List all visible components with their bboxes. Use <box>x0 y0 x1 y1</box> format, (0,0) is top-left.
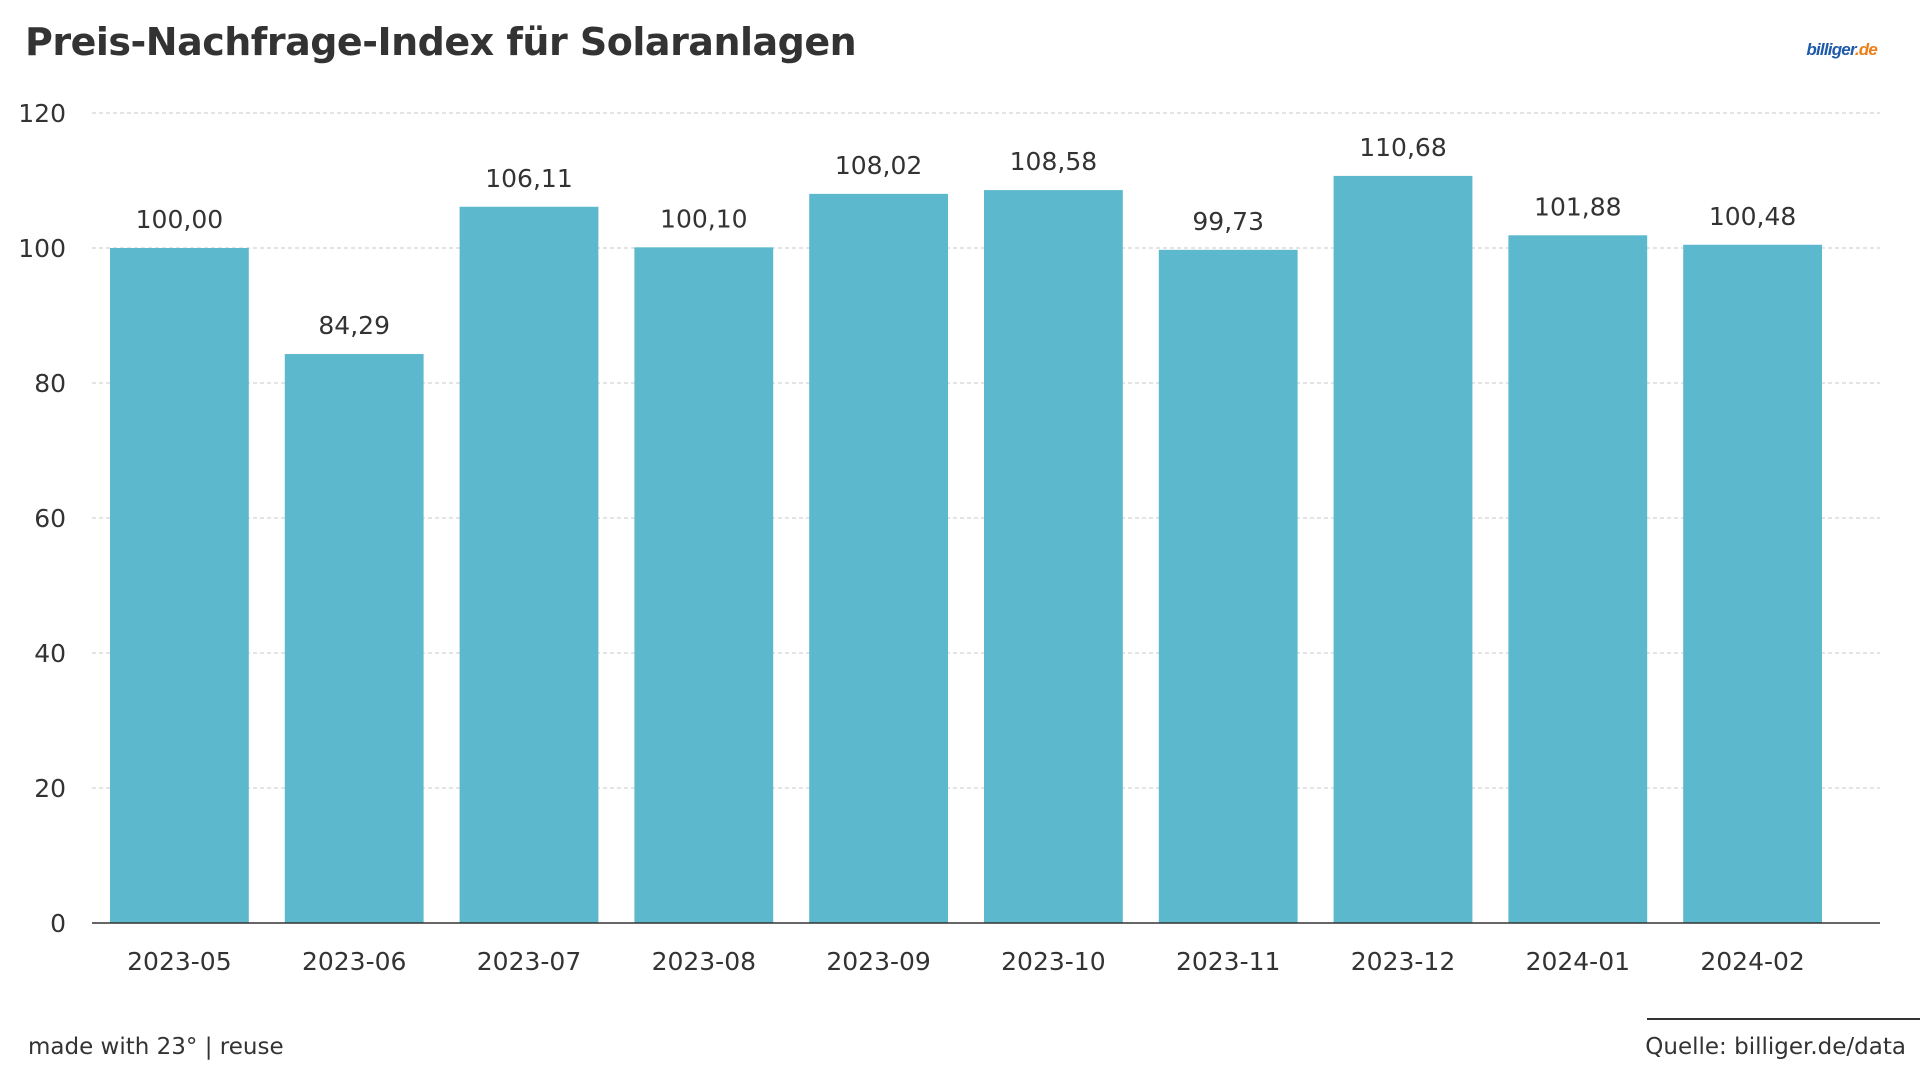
bar <box>634 247 774 923</box>
logo-main-text: billiger <box>1806 40 1855 59</box>
bar <box>984 190 1123 923</box>
x-tick-label: 2023-11 <box>1176 947 1280 976</box>
bar <box>284 354 424 924</box>
x-tick-label: 2023-08 <box>652 947 756 976</box>
bar-value-label: 99,73 <box>1192 207 1264 236</box>
y-tick-label: 40 <box>34 639 66 668</box>
y-tick-label: 120 <box>18 99 66 128</box>
bar <box>1158 249 1298 923</box>
footer-divider <box>1647 1018 1920 1020</box>
y-axis-ticks: 0 20 40 60 80 100 120 <box>18 99 66 938</box>
x-tick-label: 2024-02 <box>1700 947 1804 976</box>
bar-value-label: 110,68 <box>1359 133 1446 162</box>
bar <box>459 206 599 923</box>
x-tick-label: 2023-09 <box>826 947 930 976</box>
x-tick-label: 2023-10 <box>1001 947 1105 976</box>
footer-source[interactable]: Quelle: billiger.de/data <box>1645 1034 1906 1060</box>
x-tick-label: 2023-12 <box>1351 947 1455 976</box>
bar-value-label: 84,29 <box>318 311 390 340</box>
bar-value-label: 101,88 <box>1534 192 1621 221</box>
bar-value-label: 108,58 <box>1010 147 1097 176</box>
bar <box>1333 175 1473 923</box>
bar-value-label: 106,11 <box>485 164 572 193</box>
x-tick-label: 2023-05 <box>127 947 231 976</box>
y-tick-label: 80 <box>34 369 66 398</box>
footer-credit[interactable]: made with 23° | reuse <box>28 1034 284 1060</box>
bar-value-label: 100,48 <box>1709 202 1796 231</box>
x-axis-ticks: 2023-05 2023-06 2023-07 2023-08 2023-09 2023-… <box>127 947 1805 976</box>
logo-tld-text: .de <box>1854 40 1878 59</box>
y-tick-label: 60 <box>34 504 66 533</box>
bar-value-label: 100,10 <box>660 204 747 233</box>
brand-logo[interactable]: billiger.de <box>1806 40 1877 60</box>
chart-title: Preis-Nachfrage-Index für Solaranlagen <box>25 20 857 64</box>
bar-value-labels: 100,00 84,29 106,11 100,10 108,02 108,58 99,73… <box>136 133 1797 340</box>
y-tick-label: 100 <box>18 234 66 263</box>
bars <box>110 175 1822 924</box>
bar <box>1683 244 1822 923</box>
bar <box>809 193 948 924</box>
y-tick-label: 20 <box>34 774 66 803</box>
bar-value-label: 100,00 <box>136 205 223 234</box>
bar <box>110 248 249 923</box>
y-tick-label: 0 <box>50 909 66 938</box>
x-tick-label: 2024-01 <box>1526 947 1630 976</box>
bar-value-label: 108,02 <box>835 151 922 180</box>
bar <box>1508 235 1648 923</box>
x-tick-label: 2023-07 <box>477 947 581 976</box>
x-tick-label: 2023-06 <box>302 947 406 976</box>
